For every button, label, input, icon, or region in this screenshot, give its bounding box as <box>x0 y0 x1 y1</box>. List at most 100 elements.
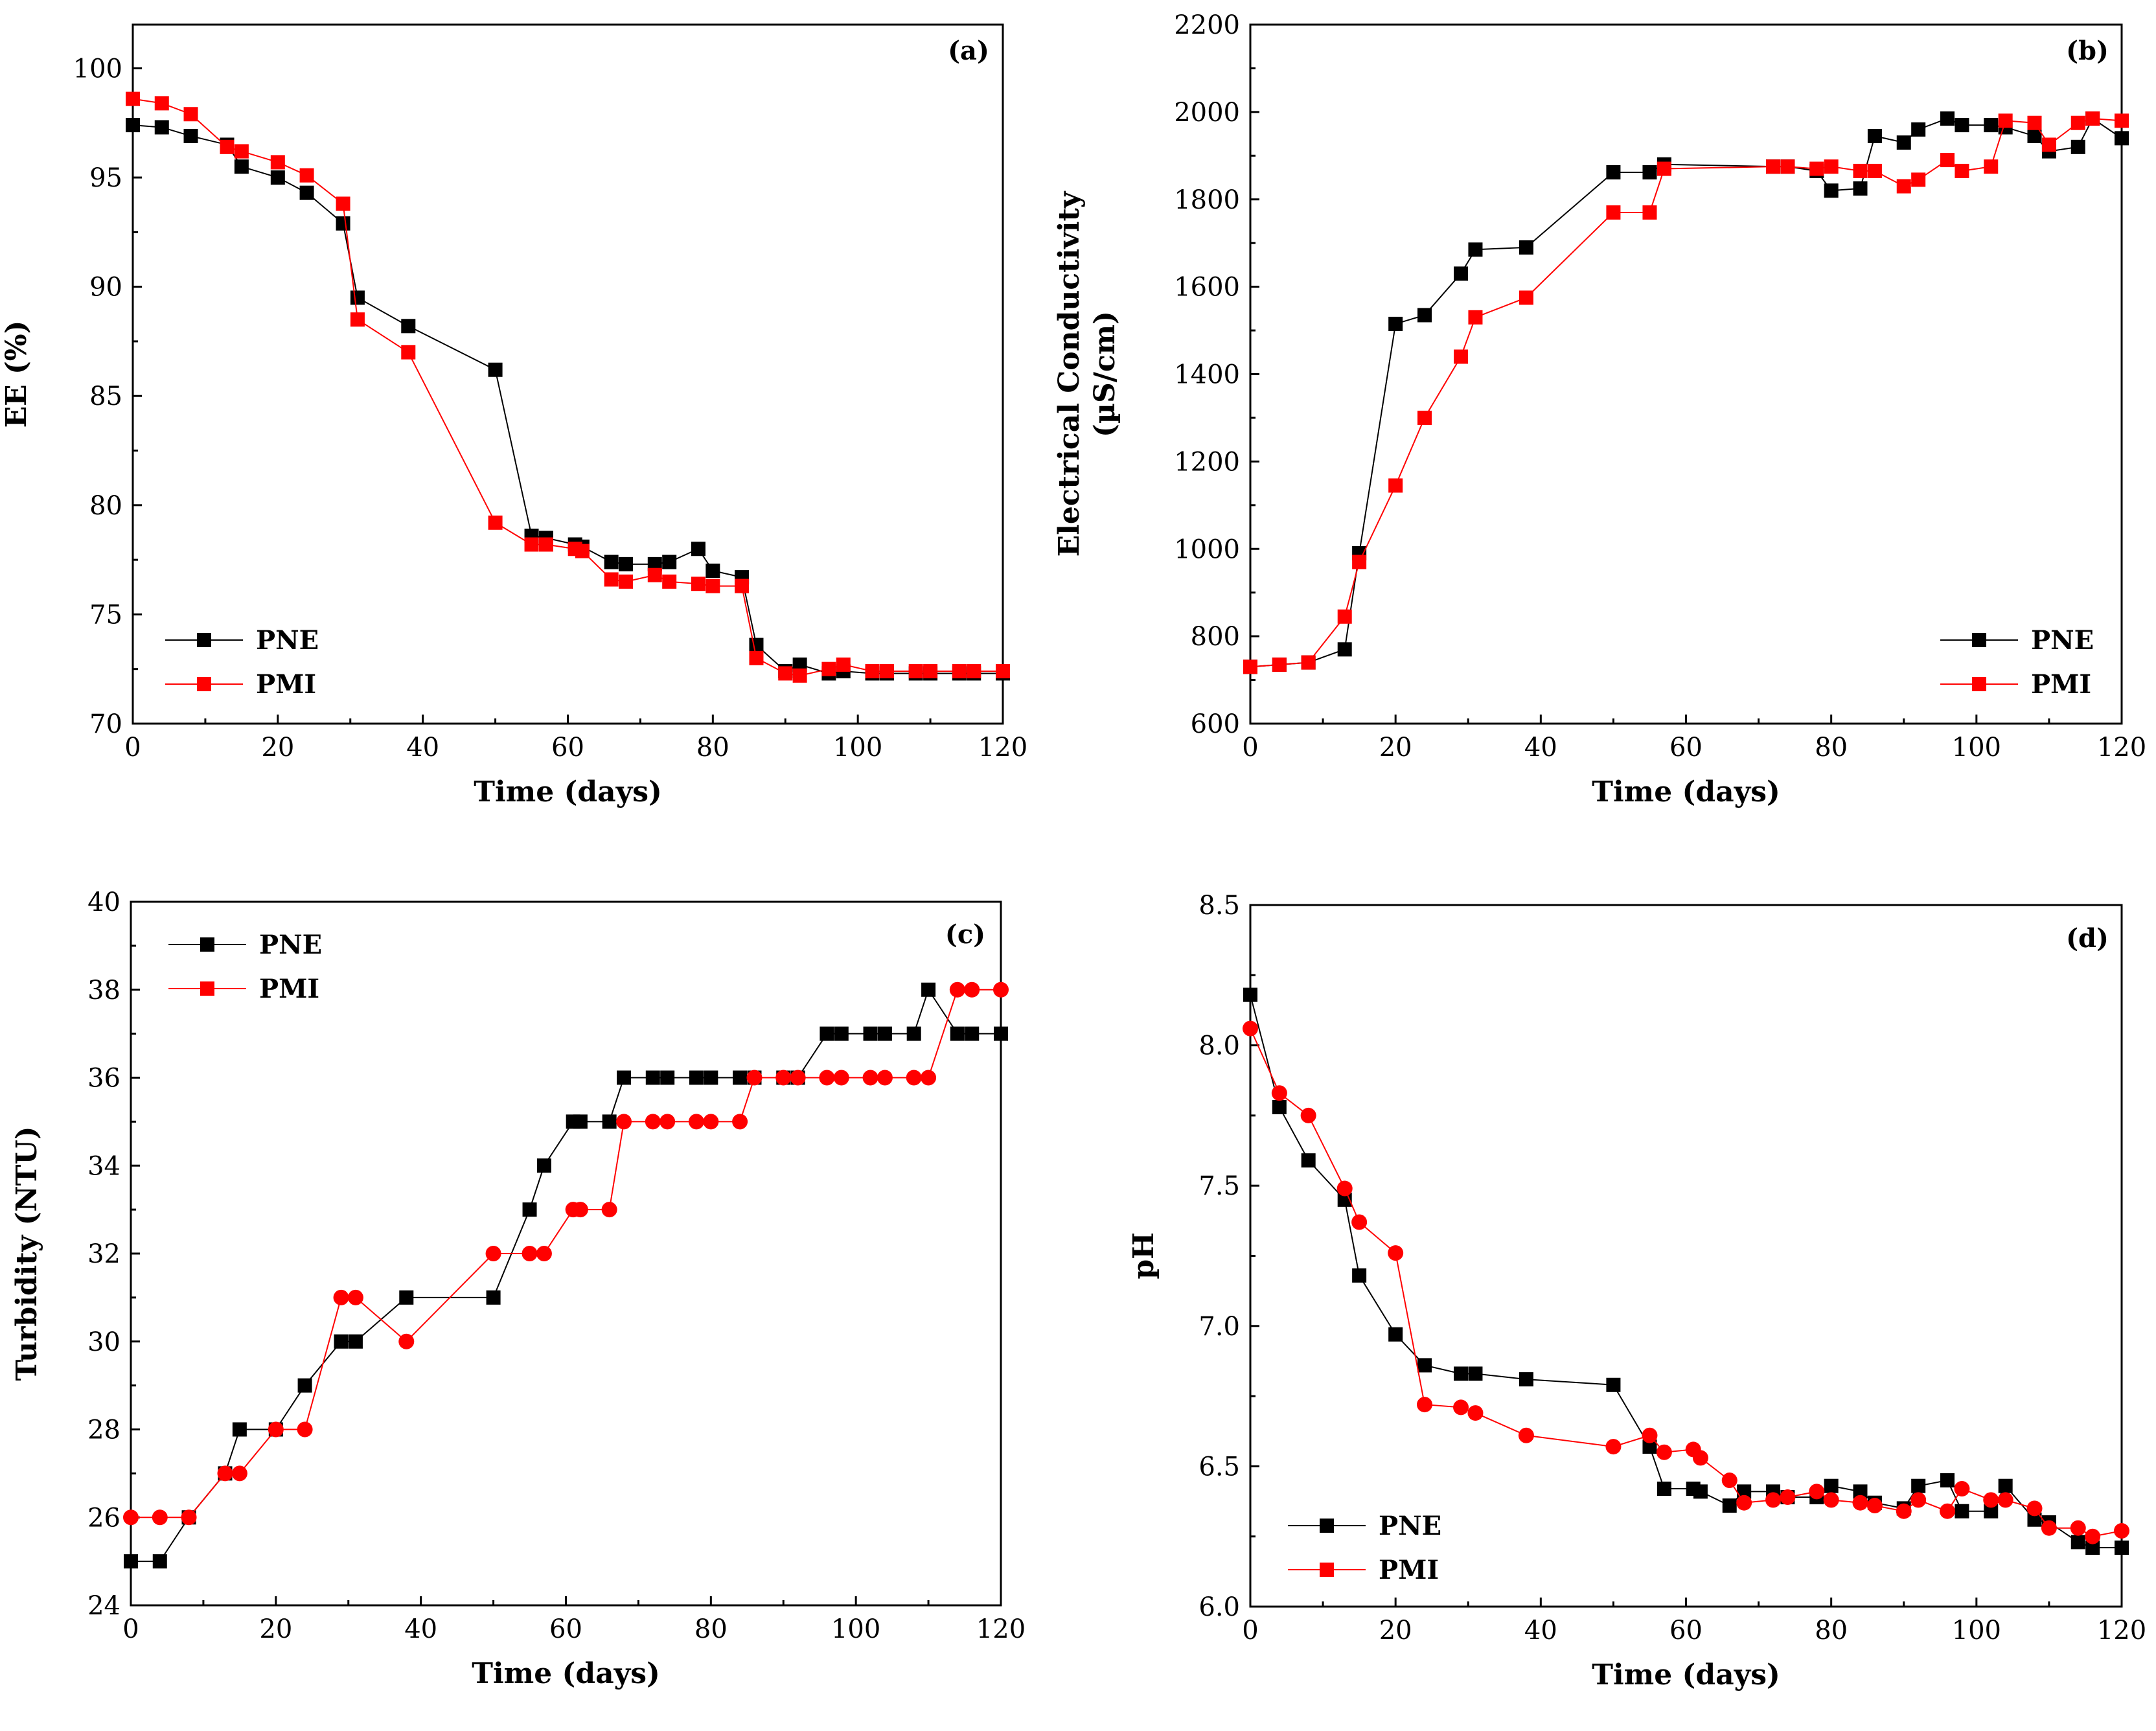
data-point <box>350 290 365 305</box>
data-point <box>1337 609 1352 624</box>
data-point <box>877 1070 893 1086</box>
data-point <box>619 556 634 571</box>
series-line <box>131 989 1001 1519</box>
data-point <box>524 537 539 552</box>
data-point <box>616 1114 632 1130</box>
data-point <box>1337 642 1352 657</box>
data-point <box>1417 1358 1432 1373</box>
data-point <box>647 556 662 571</box>
panel-label: (a) <box>948 36 989 66</box>
data-point <box>604 572 619 587</box>
x-tick-label: 0 <box>1242 733 1258 762</box>
series-pne <box>1243 111 2129 674</box>
data-point <box>1911 1478 1926 1493</box>
data-point <box>1301 655 1316 670</box>
data-point <box>334 1334 349 1349</box>
data-point <box>485 1246 501 1261</box>
data-point <box>2070 139 2085 154</box>
data-point <box>2085 111 2100 126</box>
data-point <box>1955 118 1969 133</box>
data-point <box>950 1026 965 1041</box>
y-tick-label: 80 <box>89 491 122 521</box>
data-point <box>1780 1489 1796 1506</box>
data-point <box>572 1202 588 1218</box>
x-tick-label: 60 <box>551 733 584 762</box>
y-tick-label: 7.0 <box>1198 1312 1240 1342</box>
data-point <box>792 668 807 683</box>
y-tick-label: 34 <box>87 1151 120 1181</box>
data-point <box>536 1158 551 1173</box>
x-tick-label: 100 <box>1952 1616 2001 1645</box>
data-point <box>297 1421 313 1438</box>
data-point <box>1642 205 1657 220</box>
data-point <box>1984 118 1999 133</box>
y-tick-label: 100 <box>73 54 122 84</box>
data-point <box>1453 1399 1469 1416</box>
data-point <box>1468 242 1483 257</box>
panel-c: 0 20 40 60 80 100 120 24 26 28 30 32 34 36 38 40 Time (d… <box>10 888 1026 1690</box>
data-point <box>660 1070 675 1085</box>
data-point <box>401 345 416 360</box>
legend-marker <box>197 633 211 647</box>
y-tick-label: 95 <box>89 163 122 193</box>
data-point <box>819 1070 835 1086</box>
legend-marker <box>197 677 211 691</box>
panel-label: (d) <box>2066 923 2109 954</box>
legend-label: PMI <box>256 669 316 700</box>
data-point <box>1853 163 1868 178</box>
x-axis-label: Time (days) <box>474 775 662 808</box>
y-axis-label: Electrical Conductivity <box>1053 190 1086 556</box>
data-point <box>2114 1523 2129 1539</box>
data-point <box>1454 266 1469 281</box>
x-tick-label: 80 <box>694 1614 728 1644</box>
data-point <box>1896 179 1911 194</box>
data-point <box>1998 113 2013 128</box>
data-point <box>1657 161 1671 176</box>
data-point <box>126 91 140 106</box>
data-point <box>906 1070 922 1086</box>
data-point <box>152 1554 167 1569</box>
data-point <box>522 1246 538 1261</box>
panel-label: (b) <box>2066 36 2109 66</box>
data-point <box>488 362 503 377</box>
legend-marker <box>1320 1563 1334 1577</box>
data-point <box>790 1070 806 1086</box>
data-point <box>645 1114 661 1130</box>
data-point <box>834 1026 849 1041</box>
x-tick-label: 120 <box>2097 1616 2146 1645</box>
data-point <box>2041 137 2056 152</box>
legend: PNE PMI <box>1288 1511 1441 1585</box>
series-pmi <box>126 91 1010 683</box>
data-point <box>2027 115 2042 130</box>
x-tick-label: 120 <box>2097 733 2146 762</box>
legend-label: PNE <box>256 625 319 656</box>
data-point <box>1243 659 1257 674</box>
data-point <box>2041 1520 2057 1536</box>
data-point <box>234 159 249 174</box>
y-tick-label: 75 <box>89 600 122 630</box>
data-point <box>994 1026 1008 1041</box>
x-tick-label: 20 <box>1379 1616 1412 1645</box>
data-point <box>522 1202 537 1217</box>
y-tick-label: 2000 <box>1174 98 1240 128</box>
plot-frame <box>132 23 1004 725</box>
data-point <box>921 1070 937 1086</box>
data-point <box>1388 478 1403 493</box>
data-point <box>232 1422 247 1437</box>
series-pmi <box>1243 1020 2129 1544</box>
data-point <box>705 563 720 578</box>
y-tick-label: 30 <box>87 1327 120 1357</box>
data-point <box>1896 1503 1912 1519</box>
x-axis-label: Time (days) <box>1592 1658 1780 1691</box>
data-point <box>231 1465 247 1482</box>
data-point <box>993 981 1009 998</box>
data-point <box>689 1070 704 1085</box>
data-point <box>1272 657 1287 672</box>
data-point <box>1940 1503 1955 1519</box>
data-point <box>1388 1245 1404 1261</box>
data-point <box>1867 128 1882 143</box>
legend-marker <box>1320 1519 1334 1533</box>
data-point <box>1911 122 1926 137</box>
data-point <box>1765 1492 1781 1508</box>
data-point <box>1824 159 1839 174</box>
